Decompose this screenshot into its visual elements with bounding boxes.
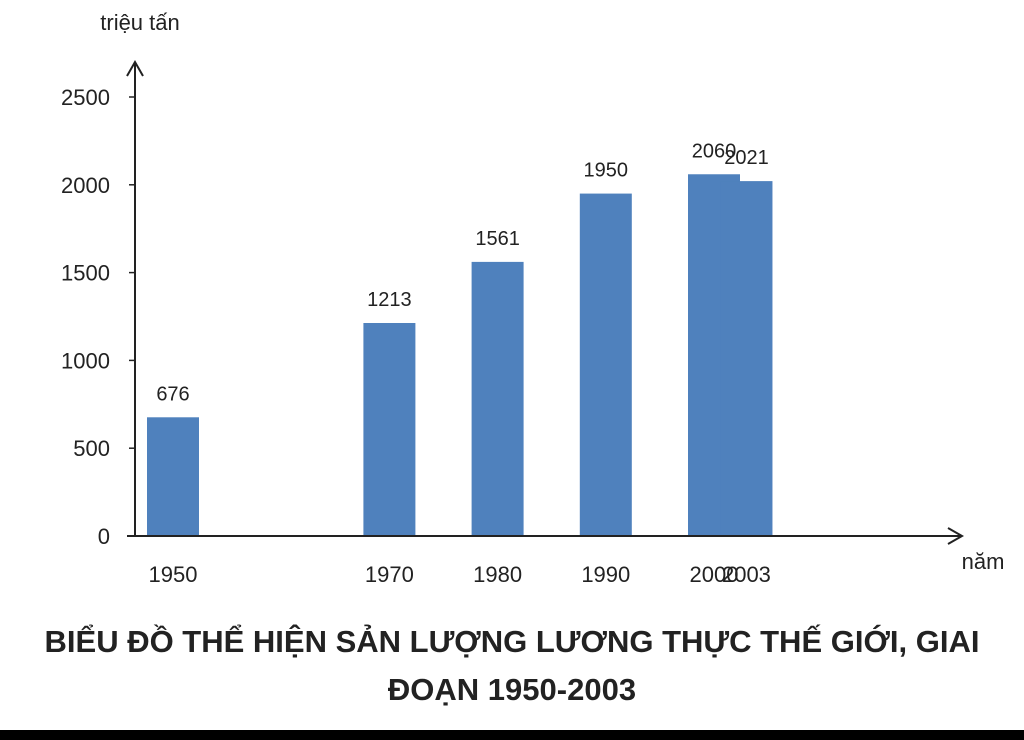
data-label-1980: 1561 [475,228,520,250]
bar-2003 [720,181,773,536]
bar-1980 [471,261,524,536]
x-axis-arrow-icon [947,527,965,545]
chart-title: BIỂU ĐỒ THỂ HIỆN SẢN LƯỢNG LƯƠNG THỰC TH… [44,624,980,707]
y-tick-label-2000: 2000 [61,173,110,198]
x-tick-label-1990: 1990 [581,562,630,587]
bar-1990 [579,193,632,536]
x-tick-label-2003: 2003 [722,562,771,587]
x-axis-label: năm [962,549,1005,574]
bottom-border [0,730,1024,740]
data-label-2003: 2021 [724,147,769,169]
x-tick-label-1970: 1970 [365,562,414,587]
y-tick-label-500: 500 [73,436,110,461]
y-tick-label-2500: 2500 [61,85,110,110]
x-tick-label-1980: 1980 [473,562,522,587]
y-tick-label-1500: 1500 [61,261,110,286]
x-tick-label-2000: 2000 [690,562,739,587]
data-label-2000: 2060 [692,140,737,162]
data-label-1970: 1213 [367,289,412,311]
x-tick-label-1950: 1950 [149,562,198,587]
chart-area: 6761213156119502060202105001000150020002… [61,10,1005,587]
y-axis-label: triệu tấn [100,10,180,35]
y-axis-arrow-icon [126,59,144,77]
y-tick-label-1000: 1000 [61,348,110,373]
bar-1970 [363,322,416,536]
data-label-1990: 1950 [584,160,629,182]
data-label-1950: 676 [156,383,189,405]
bar-1950 [147,417,199,536]
y-tick-label-0: 0 [98,524,110,549]
